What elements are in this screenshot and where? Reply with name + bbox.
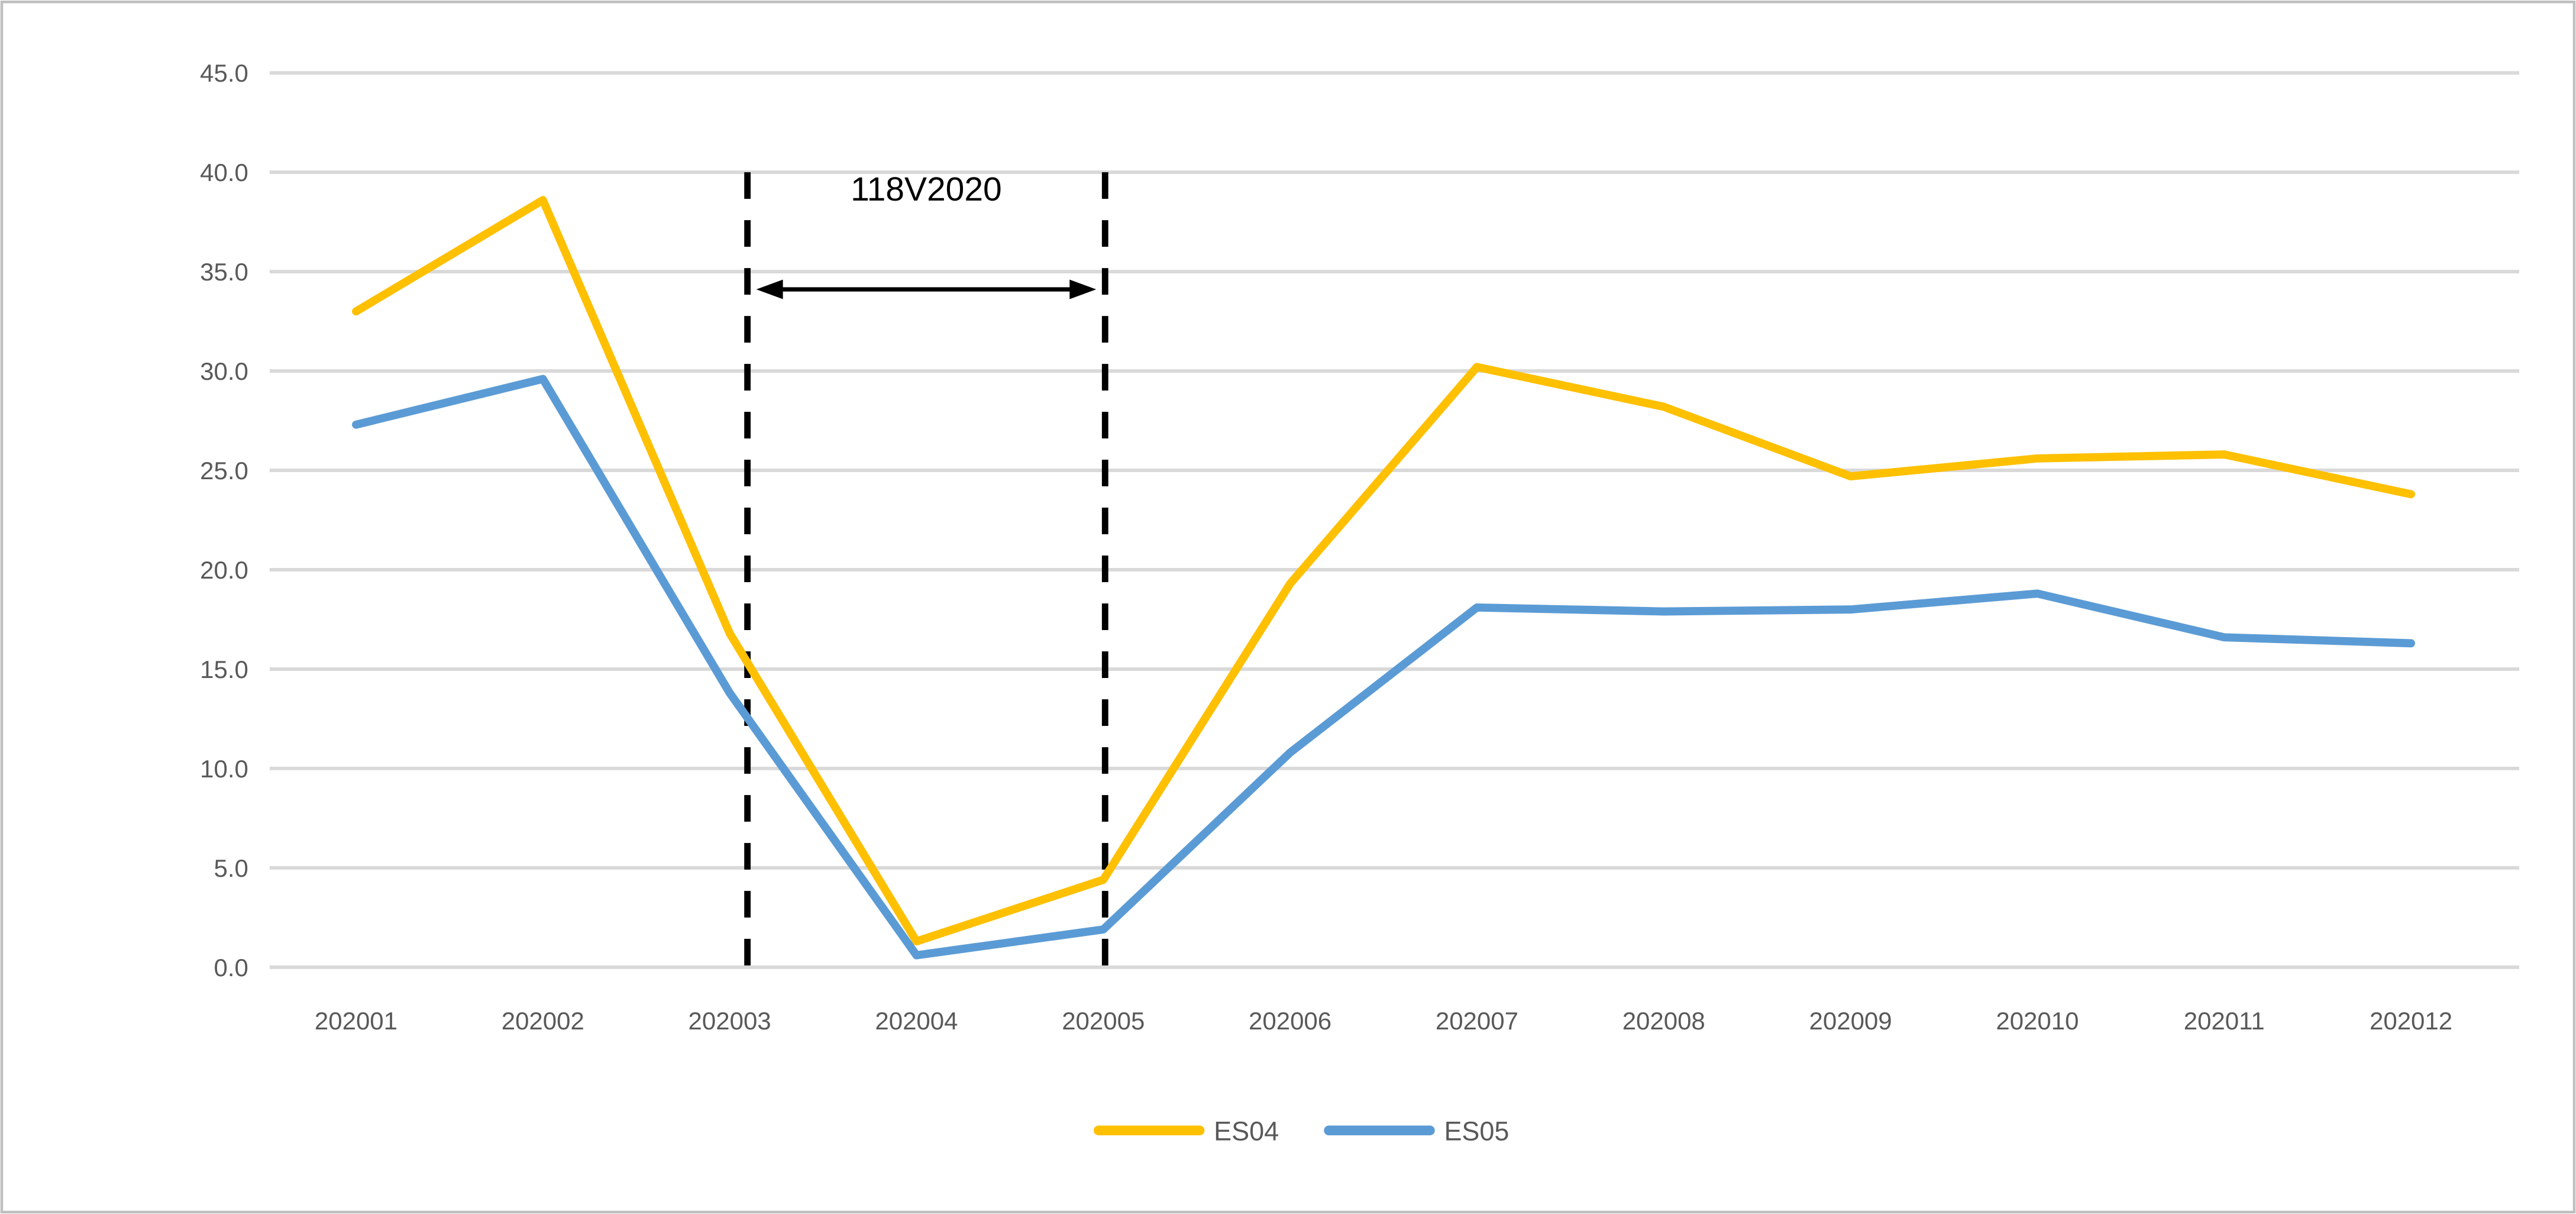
x-tick-label-202004: 202004	[875, 1007, 958, 1035]
y-tick-label-5.0: 5.0	[214, 854, 248, 882]
y-tick-label-30.0: 30.0	[200, 357, 248, 385]
x-tick-label-202007: 202007	[1436, 1007, 1518, 1035]
y-tick-label-0.0: 0.0	[214, 954, 248, 981]
y-tick-label-40.0: 40.0	[200, 159, 248, 186]
annotation-arrow-head-left	[756, 279, 783, 299]
y-tick-label-45.0: 45.0	[200, 59, 248, 87]
x-tick-label-202001: 202001	[315, 1007, 397, 1035]
x-tick-label-202008: 202008	[1622, 1007, 1705, 1035]
legend: ES04 ES05	[1093, 1116, 1509, 1146]
x-tick-label-202010: 202010	[1996, 1007, 2079, 1035]
x-tick-label-202003: 202003	[689, 1007, 771, 1035]
series-line-ES05	[352, 374, 2415, 960]
legend-label-ES04: ES04	[1214, 1116, 1279, 1146]
y-tick-label-35.0: 35.0	[200, 258, 248, 286]
annotation-label: 118V2020	[851, 170, 1002, 208]
y-tick-label-15.0: 15.0	[200, 656, 248, 683]
annotation-arrow-head-right	[1069, 279, 1097, 299]
y-tick-label-20.0: 20.0	[200, 556, 248, 584]
x-tick-label-202011: 202011	[2184, 1007, 2265, 1035]
x-tick-label-202002: 202002	[502, 1007, 584, 1035]
legend-label-ES05: ES05	[1444, 1116, 1509, 1146]
series-line-ES04	[352, 196, 2415, 946]
y-tick-label-10.0: 10.0	[200, 755, 248, 783]
x-tick-label-202006: 202006	[1249, 1007, 1331, 1035]
x-tick-label-202005: 202005	[1062, 1007, 1145, 1035]
x-tick-label-202012: 202012	[2370, 1007, 2452, 1035]
y-tick-label-25.0: 25.0	[200, 457, 248, 485]
x-tick-label-202009: 202009	[1809, 1007, 1892, 1035]
